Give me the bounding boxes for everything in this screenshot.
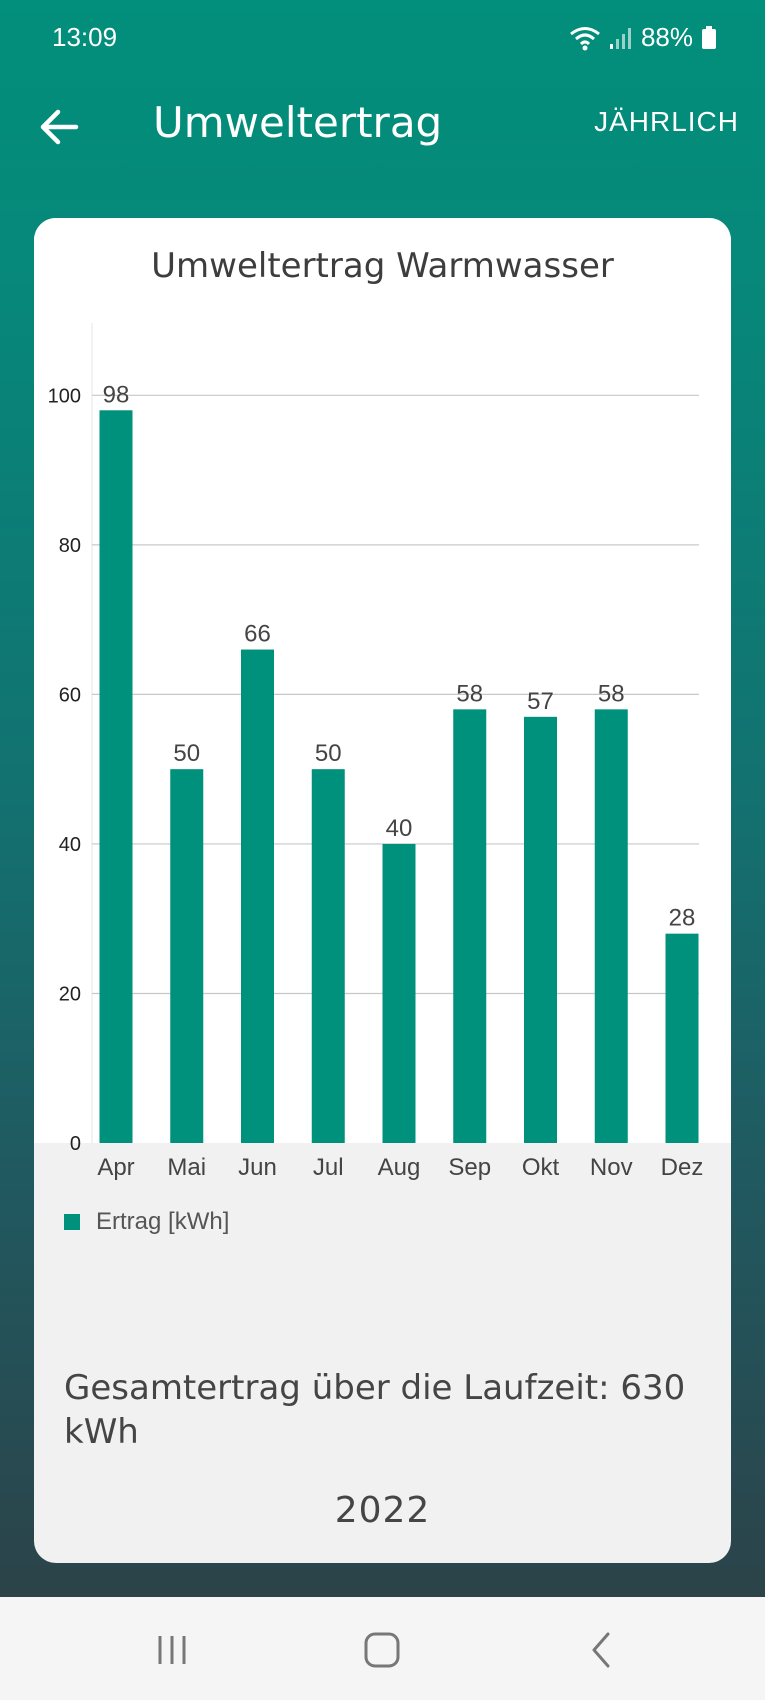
bar-chart: 0 20 40 60 80 100 98 Apr 50 Mai 66 Jun 50 Jul 40 Aug 58 S… bbox=[48, 323, 704, 1181]
chart-title: Umweltertrag Warmwasser bbox=[151, 246, 614, 286]
y-tick-label: 20 bbox=[59, 983, 81, 1005]
x-tick-label: Jun bbox=[238, 1154, 277, 1181]
x-tick-label: Aug bbox=[378, 1154, 421, 1181]
bar bbox=[170, 769, 204, 1143]
x-tick-label: Dez bbox=[661, 1154, 704, 1181]
chevron-left-icon bbox=[592, 1632, 610, 1668]
back-button[interactable] bbox=[36, 102, 86, 152]
system-nav-bar bbox=[0, 1597, 765, 1700]
legend-label: Ertrag [kWh] bbox=[96, 1208, 230, 1235]
bar bbox=[594, 709, 628, 1143]
total-yield-text: Gesamtertrag über die Laufzeit: 630 kWh bbox=[64, 1368, 686, 1452]
y-tick-label: 0 bbox=[70, 1133, 81, 1155]
data-label: 50 bbox=[315, 740, 342, 767]
wifi-icon bbox=[570, 26, 600, 50]
bar bbox=[241, 649, 274, 1143]
status-bar: 13:09 88% bbox=[0, 0, 765, 80]
period-yearly-button[interactable]: JÄHRLICH bbox=[594, 106, 739, 137]
status-time: 13:09 bbox=[52, 22, 118, 52]
data-label: 58 bbox=[598, 680, 625, 707]
app-bar: Umweltertrag JÄHRLICH bbox=[0, 80, 765, 190]
data-label: 57 bbox=[527, 688, 554, 715]
bar bbox=[665, 933, 699, 1143]
y-tick-label: 40 bbox=[59, 834, 81, 856]
x-tick-label: Sep bbox=[448, 1154, 491, 1181]
battery-icon bbox=[702, 25, 716, 49]
status-icons: 88% bbox=[569, 22, 717, 53]
bar bbox=[524, 716, 557, 1143]
data-label: 98 bbox=[103, 381, 130, 408]
data-label: 66 bbox=[244, 621, 271, 648]
chart-card: Umweltertrag Warmwasser 0 20 40 60 80 100 98 Ap… bbox=[34, 218, 731, 1563]
back-nav-button[interactable] bbox=[572, 1625, 632, 1675]
data-label: 58 bbox=[456, 680, 483, 707]
y-tick-label: 80 bbox=[59, 535, 81, 557]
y-tick-label: 60 bbox=[59, 684, 81, 706]
data-label: 50 bbox=[173, 740, 200, 767]
x-tick-label: Apr bbox=[97, 1154, 134, 1181]
data-label: 28 bbox=[669, 905, 696, 932]
x-tick-label: Mai bbox=[167, 1154, 206, 1181]
bar bbox=[311, 769, 345, 1143]
bar bbox=[382, 843, 416, 1143]
bar bbox=[99, 410, 133, 1143]
battery-percent: 88% bbox=[640, 22, 693, 52]
page-title: Umweltertrag bbox=[153, 98, 443, 147]
chart-legend: Ertrag [kWh] bbox=[64, 1208, 229, 1236]
recent-apps-button[interactable] bbox=[142, 1625, 202, 1675]
x-tick-label: Jul bbox=[313, 1154, 344, 1181]
x-tick-label: Okt bbox=[522, 1154, 560, 1181]
home-button[interactable] bbox=[352, 1625, 412, 1675]
x-tick-label: Nov bbox=[590, 1154, 633, 1181]
data-label: 40 bbox=[386, 815, 413, 842]
signal-icon bbox=[609, 27, 631, 49]
recent-apps-icon bbox=[158, 1636, 186, 1664]
year-label: 2022 bbox=[334, 1490, 431, 1531]
bar bbox=[453, 709, 487, 1143]
home-icon bbox=[364, 1632, 400, 1668]
y-tick-label: 100 bbox=[48, 385, 81, 407]
legend-swatch bbox=[64, 1214, 80, 1230]
arrow-left-icon bbox=[40, 109, 79, 145]
